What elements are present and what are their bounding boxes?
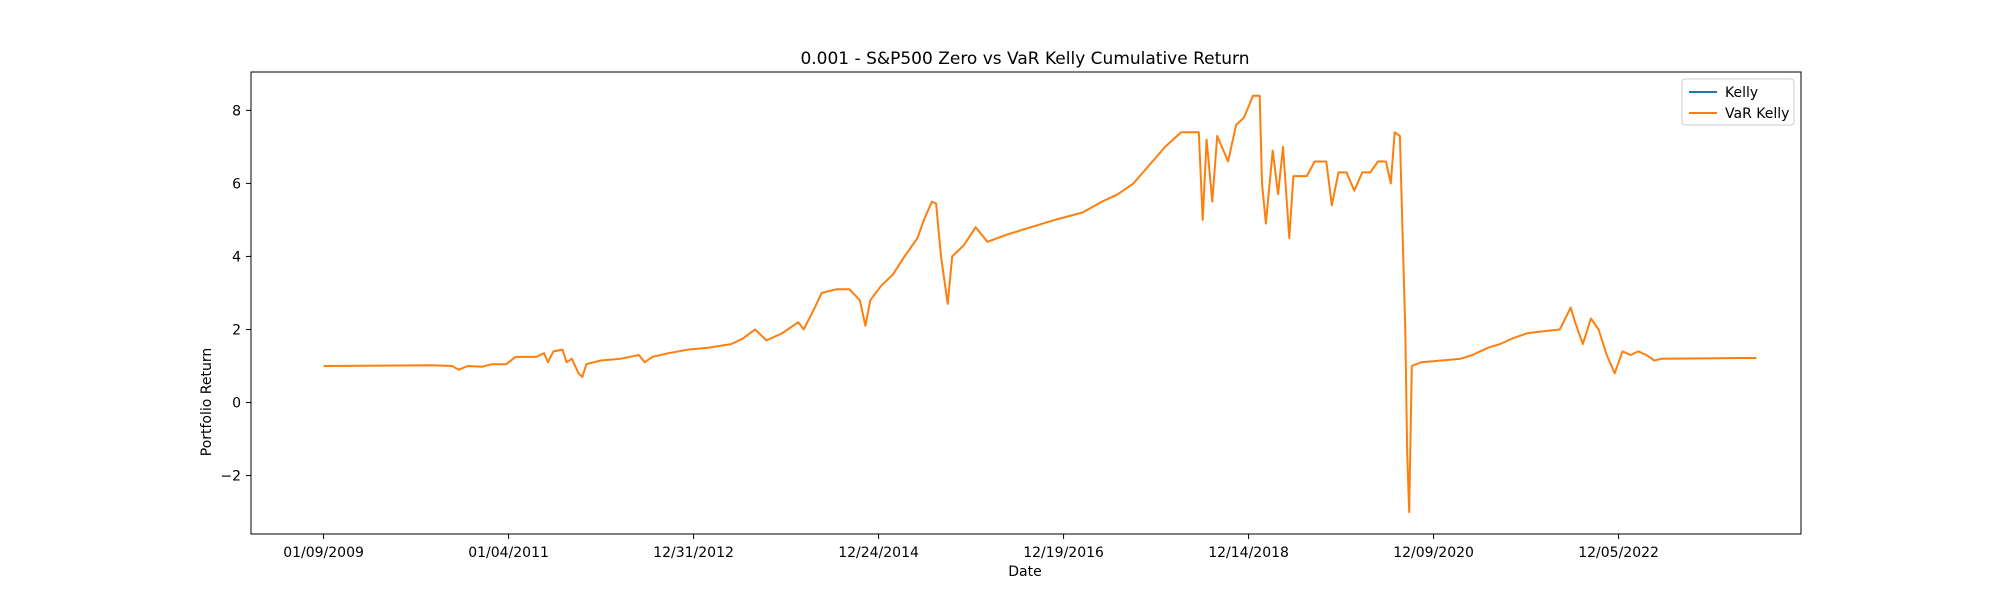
y-tick-label: 8 xyxy=(232,103,241,119)
x-tick-label: 12/05/2022 xyxy=(1578,545,1659,561)
axes-frame xyxy=(250,71,1802,535)
chart-title: 0.001 - S&P500 Zero vs VaR Kelly Cumulat… xyxy=(800,49,1249,69)
x-tick-label: 12/31/2012 xyxy=(653,545,734,561)
x-tick-label: 12/19/2016 xyxy=(1023,545,1104,561)
y-axis-ticks: −2 0 2 4 6 8 xyxy=(220,103,251,485)
legend-label-0: Kelly xyxy=(1725,85,1758,101)
x-tick-label: 12/14/2018 xyxy=(1208,545,1289,561)
legend-label-1: VaR Kelly xyxy=(1725,106,1789,122)
y-tick-label: 4 xyxy=(232,249,241,265)
y-tick-label: 6 xyxy=(232,176,241,192)
x-tick-label: 12/09/2020 xyxy=(1393,545,1474,561)
y-axis-label: Portfolio Return xyxy=(199,348,215,457)
y-tick-label: 0 xyxy=(232,396,241,412)
x-tick-label: 01/09/2009 xyxy=(283,545,364,561)
y-tick-label: 2 xyxy=(232,322,241,338)
x-axis-label: Date xyxy=(1008,564,1041,580)
x-axis-ticks: 01/09/2009 01/04/2011 12/31/2012 12/24/2014… xyxy=(283,534,1659,561)
legend: Kelly VaR Kelly xyxy=(1681,78,1795,126)
plot-area xyxy=(250,71,1802,535)
x-tick-label: 12/24/2014 xyxy=(838,545,919,561)
series-line-1 xyxy=(323,94,1757,514)
y-tick-label: −2 xyxy=(220,469,241,485)
x-tick-label: 01/04/2011 xyxy=(468,545,549,561)
